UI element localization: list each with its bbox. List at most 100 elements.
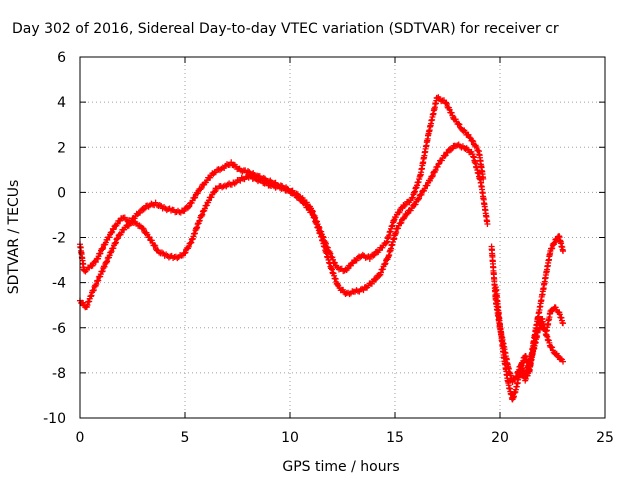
data-point bbox=[373, 275, 380, 282]
data-point bbox=[181, 250, 188, 257]
data-point bbox=[401, 202, 408, 209]
data-point bbox=[404, 210, 411, 217]
data-point bbox=[552, 304, 559, 311]
data-point bbox=[110, 226, 117, 233]
y-tick-label: -6 bbox=[52, 321, 66, 337]
data-point bbox=[198, 185, 205, 192]
data-point bbox=[228, 159, 235, 166]
data-point bbox=[197, 186, 204, 193]
data-point bbox=[448, 109, 455, 116]
data-point bbox=[139, 225, 146, 232]
data-point bbox=[444, 149, 451, 156]
data-point bbox=[376, 272, 383, 279]
data-point bbox=[152, 242, 159, 249]
data-point bbox=[100, 245, 107, 252]
data-point bbox=[207, 174, 214, 181]
data-point bbox=[245, 168, 251, 175]
data-point bbox=[549, 344, 556, 351]
data-point bbox=[118, 229, 125, 236]
data-point bbox=[534, 315, 541, 322]
y-tick-label: -2 bbox=[52, 231, 66, 247]
data-point bbox=[473, 144, 480, 151]
y-tick-label: 0 bbox=[57, 185, 66, 201]
data-point bbox=[181, 207, 188, 214]
data-point bbox=[429, 173, 436, 180]
data-point bbox=[551, 239, 558, 246]
data-point bbox=[443, 99, 450, 106]
data-point bbox=[348, 260, 355, 267]
data-point bbox=[308, 208, 315, 215]
data-point bbox=[108, 229, 115, 236]
y-tick-label: 6 bbox=[57, 50, 66, 66]
data-point bbox=[247, 172, 254, 179]
data-point bbox=[415, 195, 422, 202]
y-tick-label: -4 bbox=[52, 276, 66, 292]
y-tick-label: 4 bbox=[57, 95, 66, 111]
y-tick-label: 2 bbox=[57, 140, 66, 156]
data-point bbox=[435, 161, 442, 168]
data-point bbox=[89, 262, 96, 269]
data-point bbox=[114, 235, 121, 242]
series-trace-b bbox=[77, 141, 491, 311]
data-point bbox=[92, 259, 99, 266]
x-tick-label: 10 bbox=[281, 430, 299, 446]
data-point bbox=[208, 194, 215, 201]
data-point bbox=[140, 226, 147, 233]
data-point bbox=[452, 116, 459, 123]
data-point bbox=[368, 280, 375, 287]
data-point bbox=[106, 234, 113, 241]
data-point bbox=[418, 191, 425, 198]
data-point bbox=[210, 189, 217, 196]
data-point bbox=[148, 237, 155, 244]
data-point bbox=[396, 209, 403, 216]
data-point bbox=[360, 287, 367, 294]
data-point bbox=[455, 120, 462, 127]
data-point bbox=[560, 320, 566, 327]
data-point bbox=[137, 209, 143, 216]
data-point bbox=[182, 249, 189, 256]
data-point bbox=[294, 193, 301, 200]
data-point bbox=[192, 194, 199, 201]
x-axis-label: GPS time / hours bbox=[282, 459, 399, 475]
data-point bbox=[429, 172, 436, 179]
data-point bbox=[415, 196, 422, 203]
x-tick-label: 25 bbox=[596, 430, 614, 446]
data-point bbox=[371, 251, 378, 258]
data-points bbox=[77, 94, 566, 403]
data-point bbox=[80, 299, 87, 306]
data-point bbox=[424, 182, 431, 189]
data-point bbox=[194, 190, 201, 197]
data-point bbox=[441, 152, 448, 159]
data-point bbox=[397, 220, 404, 227]
y-axis-label: SDTVAR / TECUs bbox=[6, 180, 22, 295]
data-point bbox=[456, 121, 463, 128]
data-point bbox=[412, 201, 419, 208]
data-point bbox=[484, 220, 491, 227]
data-point bbox=[125, 222, 132, 229]
data-point bbox=[151, 242, 158, 249]
data-point bbox=[353, 257, 360, 264]
data-point bbox=[114, 220, 121, 227]
data-point bbox=[186, 203, 193, 210]
data-point bbox=[370, 252, 377, 259]
chart-title: Day 302 of 2016, Sidereal Day-to-day VTE… bbox=[12, 21, 559, 37]
data-point bbox=[146, 234, 153, 241]
series-trace-e bbox=[518, 315, 566, 379]
data-point bbox=[402, 201, 409, 208]
x-tick-label: 20 bbox=[491, 430, 509, 446]
x-tick-label: 15 bbox=[386, 430, 404, 446]
data-point bbox=[262, 179, 269, 186]
data-point bbox=[99, 246, 106, 253]
data-point bbox=[436, 160, 443, 167]
data-point bbox=[560, 248, 566, 255]
data-point bbox=[141, 205, 148, 212]
data-point bbox=[372, 276, 379, 283]
data-point bbox=[296, 194, 303, 201]
data-point bbox=[560, 358, 566, 365]
data-point bbox=[398, 219, 405, 226]
y-tick-label: -10 bbox=[43, 411, 66, 427]
axis-ticks: 0 5 10 15 20 25 -10 -8 -6 -4 -2 0 2 4 6 bbox=[43, 50, 614, 446]
data-point bbox=[403, 211, 410, 218]
data-point bbox=[185, 204, 191, 211]
